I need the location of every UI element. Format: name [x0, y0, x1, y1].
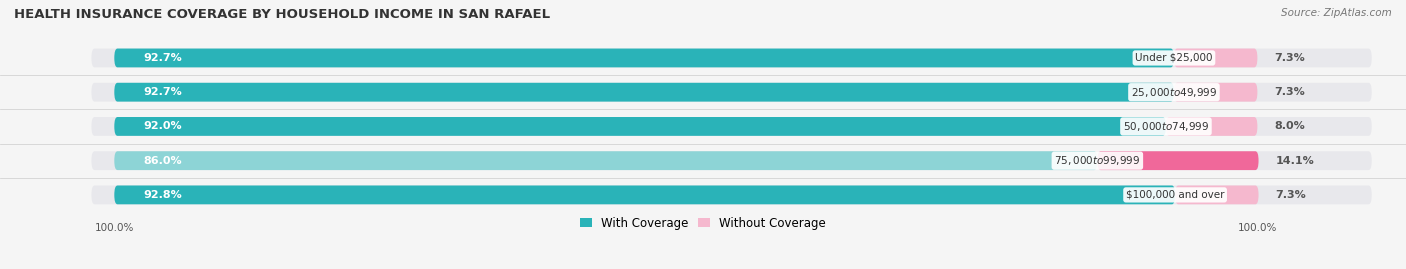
FancyBboxPatch shape — [1174, 48, 1257, 67]
Text: 92.7%: 92.7% — [143, 87, 181, 97]
FancyBboxPatch shape — [1175, 186, 1258, 204]
Text: 92.8%: 92.8% — [143, 190, 181, 200]
Text: $25,000 to $49,999: $25,000 to $49,999 — [1130, 86, 1218, 99]
FancyBboxPatch shape — [91, 83, 1372, 102]
FancyBboxPatch shape — [114, 48, 1174, 67]
Text: Under $25,000: Under $25,000 — [1135, 53, 1213, 63]
FancyBboxPatch shape — [1174, 83, 1257, 102]
Text: 7.3%: 7.3% — [1275, 53, 1305, 63]
Text: HEALTH INSURANCE COVERAGE BY HOUSEHOLD INCOME IN SAN RAFAEL: HEALTH INSURANCE COVERAGE BY HOUSEHOLD I… — [14, 8, 550, 21]
FancyBboxPatch shape — [114, 83, 1174, 102]
FancyBboxPatch shape — [1097, 151, 1258, 170]
Legend: With Coverage, Without Coverage: With Coverage, Without Coverage — [579, 217, 827, 230]
Text: 92.0%: 92.0% — [143, 121, 181, 132]
FancyBboxPatch shape — [1166, 117, 1257, 136]
Text: $100,000 and over: $100,000 and over — [1126, 190, 1225, 200]
FancyBboxPatch shape — [114, 186, 1175, 204]
Text: 86.0%: 86.0% — [143, 156, 181, 166]
FancyBboxPatch shape — [91, 186, 1372, 204]
Text: 92.7%: 92.7% — [143, 53, 181, 63]
FancyBboxPatch shape — [91, 48, 1372, 67]
Text: $50,000 to $74,999: $50,000 to $74,999 — [1123, 120, 1209, 133]
FancyBboxPatch shape — [114, 151, 1097, 170]
FancyBboxPatch shape — [91, 151, 1372, 170]
Text: 7.3%: 7.3% — [1275, 87, 1305, 97]
FancyBboxPatch shape — [114, 117, 1166, 136]
Text: $75,000 to $99,999: $75,000 to $99,999 — [1054, 154, 1140, 167]
Text: 7.3%: 7.3% — [1275, 190, 1306, 200]
FancyBboxPatch shape — [91, 117, 1372, 136]
Text: Source: ZipAtlas.com: Source: ZipAtlas.com — [1281, 8, 1392, 18]
Text: 8.0%: 8.0% — [1275, 121, 1305, 132]
Text: 14.1%: 14.1% — [1275, 156, 1315, 166]
